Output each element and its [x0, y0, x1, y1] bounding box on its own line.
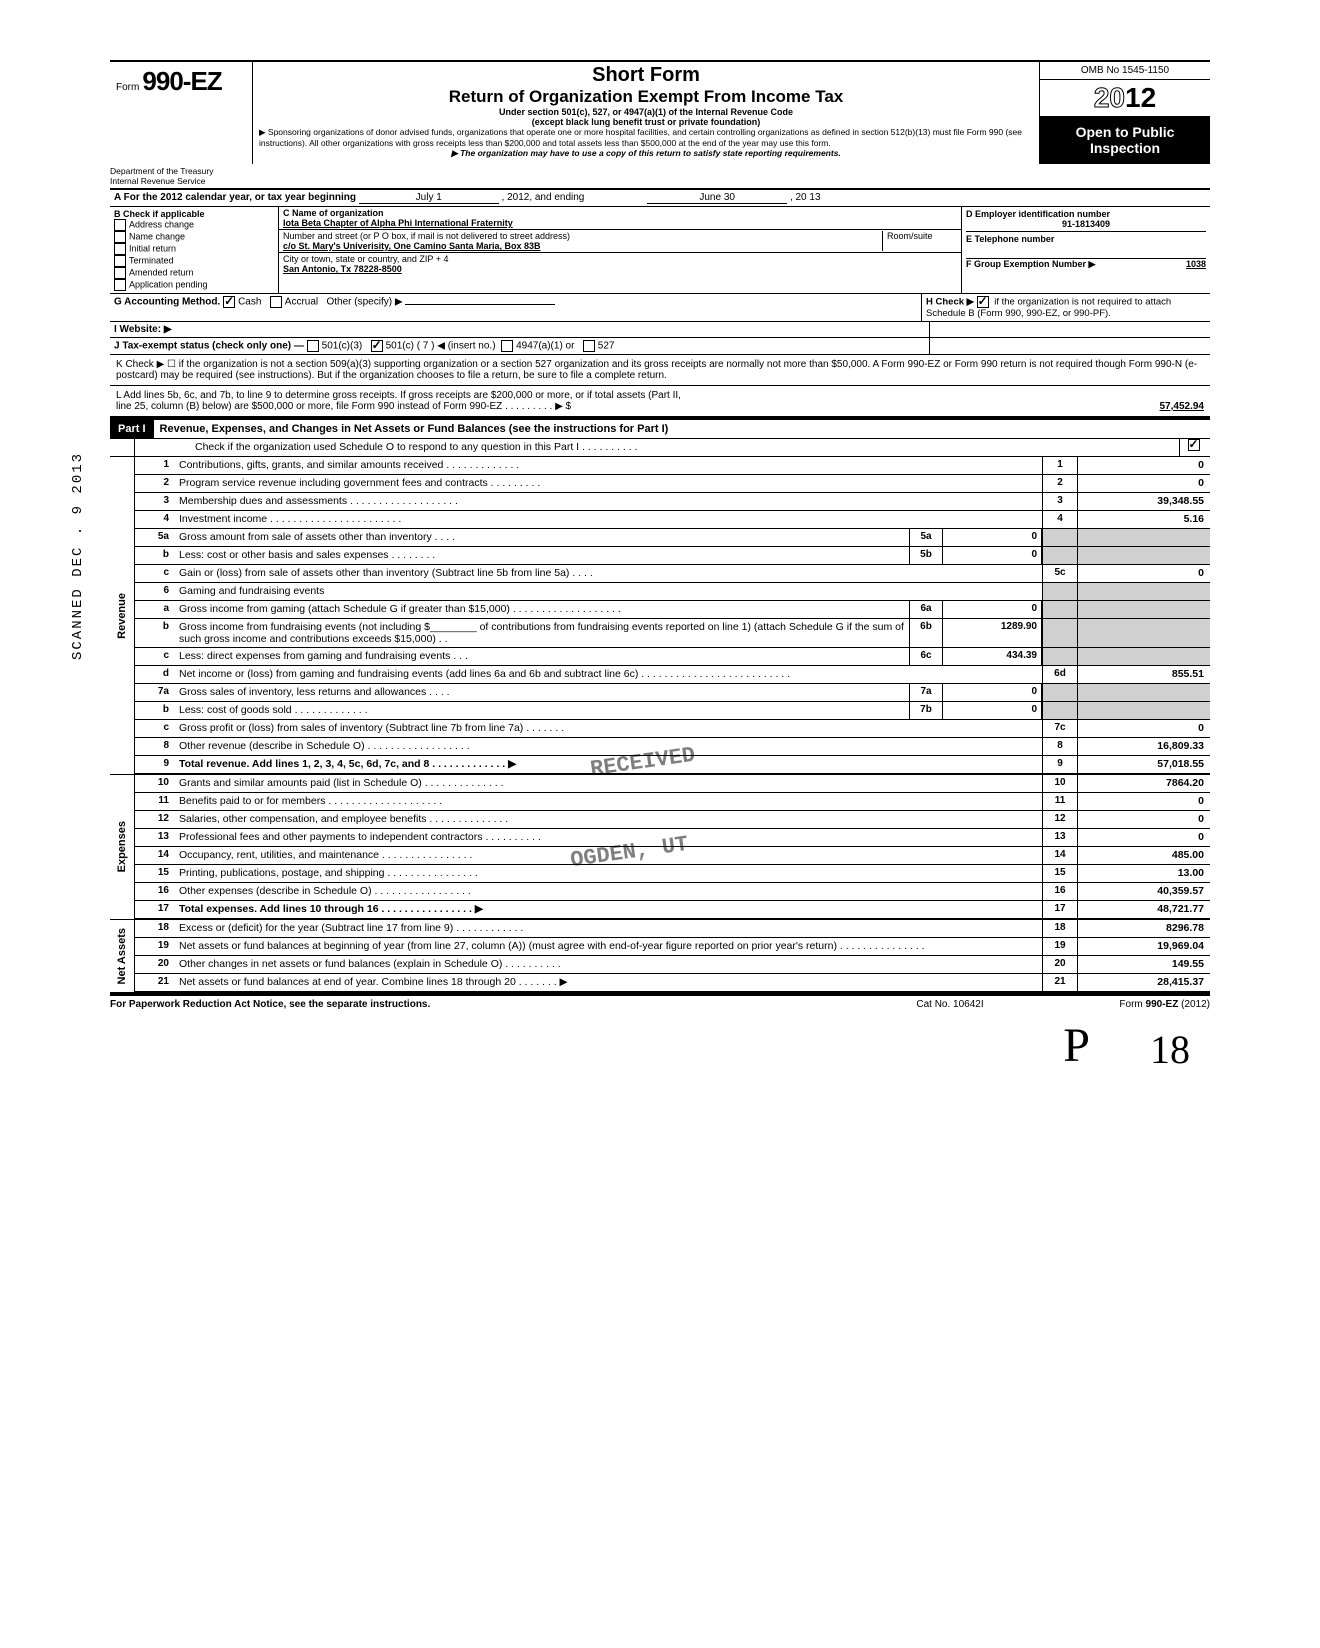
netassets-section: Net Assets 18Excess or (deficit) for the… — [110, 919, 1210, 994]
form-number: 990-EZ — [142, 66, 221, 96]
omb-box: OMB No 1545-1150 20201212 Open to Public… — [1040, 62, 1210, 164]
line-b: bLess: cost or other basis and sales exp… — [135, 547, 1210, 565]
chk-pending[interactable] — [114, 279, 126, 291]
line-b: bLess: cost of goods sold . . . . . . . … — [135, 702, 1210, 720]
chk-501c[interactable] — [371, 340, 383, 352]
i-row: I Website: ▶ — [110, 322, 1210, 338]
title-sponsor: ▶ Sponsoring organizations of donor advi… — [259, 127, 1033, 148]
line-11: 11Benefits paid to or for members . . . … — [135, 793, 1210, 811]
line-1: 1Contributions, gifts, grants, and simil… — [135, 457, 1210, 475]
revenue-section: Revenue 1Contributions, gifts, grants, a… — [110, 457, 1210, 774]
line-7c: cGross profit or (loss) from sales of in… — [135, 720, 1210, 738]
line-b: bGross income from fundraising events (n… — [135, 619, 1210, 648]
k-check: K Check ▶ ☐ if the organization is not a… — [110, 355, 1210, 386]
line-6d: dNet income or (loss) from gaming and fu… — [135, 666, 1210, 684]
col-d: D Employer identification number 91-1813… — [962, 207, 1210, 293]
line-2: 2Program service revenue including gover… — [135, 475, 1210, 493]
title-return: Return of Organization Exempt From Incom… — [259, 87, 1033, 107]
chk-cash[interactable] — [223, 296, 235, 308]
bcd-block: B Check if applicable Address change Nam… — [110, 207, 1210, 294]
j-row: J Tax-exempt status (check only one) — 5… — [110, 338, 1210, 355]
chk-initial[interactable] — [114, 243, 126, 255]
expenses-section: Expenses 10Grants and similar amounts pa… — [110, 774, 1210, 919]
l-add: L Add lines 5b, 6c, and 7b, to line 9 to… — [110, 386, 1210, 418]
chk-schedule-b[interactable] — [977, 296, 989, 308]
dept-treasury: Department of the Treasury Internal Reve… — [110, 164, 246, 188]
hand-signature: P — [1063, 1018, 1090, 1073]
open-public: Open to Public Inspection — [1040, 116, 1210, 164]
line-10: 10Grants and similar amounts paid (list … — [135, 775, 1210, 793]
scan-stamp: SCANNED DEC . 9 2013 — [70, 452, 86, 660]
dept-mid — [246, 164, 1040, 188]
part1-title: Revenue, Expenses, and Changes in Net As… — [154, 420, 675, 438]
chk-amended[interactable] — [114, 267, 126, 279]
line-20: 20Other changes in net assets or fund ba… — [135, 956, 1210, 974]
line-c: cLess: direct expenses from gaming and f… — [135, 648, 1210, 666]
part1-check-row: Check if the organization used Schedule … — [110, 439, 1210, 457]
tax-year: 20201212 — [1040, 80, 1210, 116]
line-4: 4Investment income . . . . . . . . . . .… — [135, 511, 1210, 529]
line-16: 16Other expenses (describe in Schedule O… — [135, 883, 1210, 901]
line-18: 18Excess or (deficit) for the year (Subt… — [135, 920, 1210, 938]
line-7a: 7aGross sales of inventory, less returns… — [135, 684, 1210, 702]
footer: For Paperwork Reduction Act Notice, see … — [110, 994, 1210, 1013]
line-5a: 5aGross amount from sale of assets other… — [135, 529, 1210, 547]
title-short-form: Short Form — [259, 64, 1033, 87]
chk-accrual[interactable] — [270, 296, 282, 308]
omb-number: OMB No 1545-1150 — [1040, 62, 1210, 80]
line-8: 8Other revenue (describe in Schedule O) … — [135, 738, 1210, 756]
line-6: 6Gaming and fundraising events — [135, 583, 1210, 601]
line-9: 9Total revenue. Add lines 1, 2, 3, 4, 5c… — [135, 756, 1210, 774]
line-19: 19Net assets or fund balances at beginni… — [135, 938, 1210, 956]
col-b: B Check if applicable Address change Nam… — [110, 207, 279, 293]
header-row: Form 990-EZ Short Form Return of Organiz… — [110, 60, 1210, 164]
part1-header: Part I Revenue, Expenses, and Changes in… — [110, 418, 1210, 439]
title-box: Short Form Return of Organization Exempt… — [253, 62, 1040, 164]
line-13: 13Professional fees and other payments t… — [135, 829, 1210, 847]
title-except: (except black lung benefit trust or priv… — [259, 117, 1033, 127]
form-page: SCANNED DEC . 9 2013 Form 990-EZ Short F… — [110, 60, 1210, 1013]
form-label: Form — [116, 82, 139, 93]
gh-row: G Accounting Method. Cash Accrual Other … — [110, 294, 1210, 322]
chk-schedule-o[interactable] — [1188, 439, 1200, 451]
line-21: 21Net assets or fund balances at end of … — [135, 974, 1210, 992]
title-under: Under section 501(c), 527, or 4947(a)(1)… — [259, 107, 1033, 117]
line-17: 17Total expenses. Add lines 10 through 1… — [135, 901, 1210, 919]
line-a: aGross income from gaming (attach Schedu… — [135, 601, 1210, 619]
line-12: 12Salaries, other compensation, and empl… — [135, 811, 1210, 829]
title-copy: ▶ The organization may have to use a cop… — [259, 148, 1033, 159]
chk-terminated[interactable] — [114, 255, 126, 267]
part1-label: Part I — [110, 420, 154, 438]
form-box: Form 990-EZ — [110, 62, 253, 164]
chk-527[interactable] — [583, 340, 595, 352]
hand-page-num: 18 — [1150, 1026, 1190, 1073]
dept-row: Department of the Treasury Internal Reve… — [110, 164, 1210, 190]
chk-501c3[interactable] — [307, 340, 319, 352]
line-5c: cGain or (loss) from sale of assets othe… — [135, 565, 1210, 583]
line-14: 14Occupancy, rent, utilities, and mainte… — [135, 847, 1210, 865]
chk-4947[interactable] — [501, 340, 513, 352]
chk-name[interactable] — [114, 231, 126, 243]
col-c: C Name of organization Iota Beta Chapter… — [279, 207, 962, 293]
line-15: 15Printing, publications, postage, and s… — [135, 865, 1210, 883]
line-3: 3Membership dues and assessments . . . .… — [135, 493, 1210, 511]
chk-address[interactable] — [114, 219, 126, 231]
line-a: A For the 2012 calendar year, or tax yea… — [110, 190, 1210, 207]
